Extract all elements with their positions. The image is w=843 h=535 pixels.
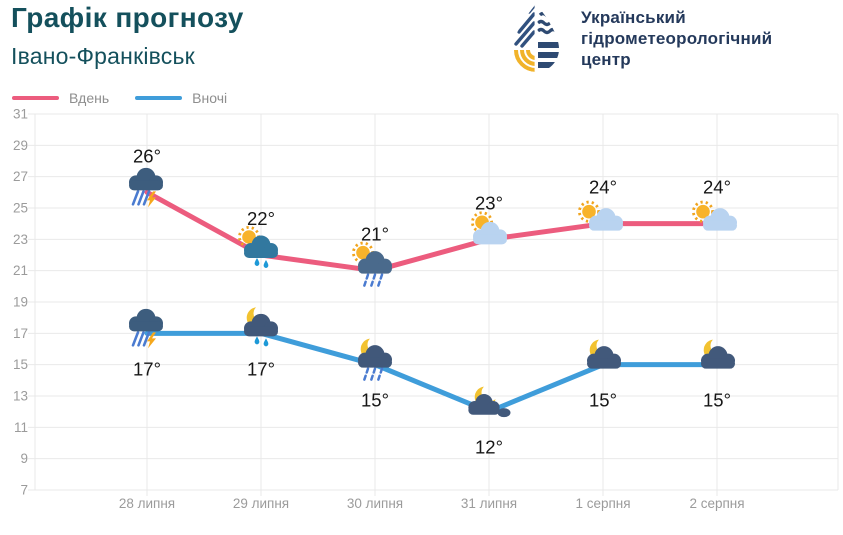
- org-name-line: гідрометеорологічний: [581, 29, 773, 48]
- x-tick-label: 1 серпня: [575, 496, 630, 511]
- temp-label: 21°: [361, 224, 389, 245]
- legend-night-label: Вночі: [192, 90, 228, 106]
- x-tick-label: 2 серпня: [689, 496, 744, 511]
- org-name-line: центр: [581, 50, 631, 69]
- temp-label: 17°: [133, 358, 161, 379]
- y-tick-label: 17: [13, 326, 28, 341]
- temp-label: 15°: [703, 390, 731, 411]
- chart-series: [129, 168, 737, 417]
- y-tick-label: 27: [13, 169, 28, 184]
- chart-header: Графік прогнозу Івано-Франківськ: [11, 2, 244, 70]
- x-tick-label: 30 липня: [347, 496, 403, 511]
- chart-grid: 31 29 27 25 23 21 19 17 15 13 11 9 7 28 липня 29 липня…: [13, 107, 839, 511]
- y-tick-label: 19: [13, 295, 28, 310]
- page-title: Графік прогнозу: [11, 2, 244, 33]
- temp-label: 15°: [589, 390, 617, 411]
- y-tick-label: 21: [13, 263, 28, 278]
- y-tick-label: 7: [20, 483, 28, 498]
- y-tick-label: 15: [13, 357, 28, 372]
- temp-label: 22°: [247, 208, 275, 229]
- weather-icon-sun-cloud-rain: [239, 227, 278, 268]
- y-tick-label: 31: [13, 107, 28, 122]
- weather-icon-cloud-rain-lightning: [129, 168, 163, 208]
- uhmc-logo: Український гідрометеорологічний центр: [505, 2, 772, 80]
- temp-label: 12°: [475, 437, 503, 458]
- series-line-night: [144, 330, 720, 415]
- legend-night-swatch: [135, 95, 183, 101]
- page-subtitle: Івано-Франківськ: [11, 43, 195, 69]
- weather-icon-sun-cloud-showers: [353, 243, 392, 287]
- weather-icon-sun-cloud-light: [693, 202, 737, 231]
- temp-label: 17°: [247, 358, 275, 379]
- temp-label: 26°: [133, 145, 161, 166]
- x-tick-label: 29 липня: [233, 496, 289, 511]
- temp-label: 24°: [589, 177, 617, 198]
- legend-day-label: Вдень: [69, 90, 110, 106]
- x-tick-label: 31 липня: [461, 496, 517, 511]
- temp-label: 23°: [475, 192, 503, 213]
- y-tick-label: 29: [13, 138, 28, 153]
- y-tick-label: 13: [13, 389, 28, 404]
- weather-icon-cloud-rain-lightning: [129, 309, 163, 349]
- weather-icon-moon-cloud: [701, 340, 735, 369]
- temp-label: 15°: [361, 390, 389, 411]
- y-tick-label: 23: [13, 232, 28, 247]
- y-tick-label: 9: [20, 451, 28, 466]
- water-drop-icon: [514, 4, 559, 72]
- series-line-day: [144, 189, 720, 274]
- y-tick-label: 11: [14, 420, 28, 435]
- org-name-line: Український: [581, 8, 686, 27]
- y-tick-label: 25: [13, 201, 28, 216]
- weather-icon-sun-cloud: [472, 213, 507, 245]
- temp-label: 24°: [703, 177, 731, 198]
- chart-legend: Вдень Вночі: [12, 90, 253, 106]
- weather-icon-moon-cloud: [587, 340, 621, 369]
- chart-labels: 26° 22° 21° 23° 24° 24° 17° 17° 15° 12° 15° 15°: [133, 145, 731, 457]
- forecast-chart: 31 29 27 25 23 21 19 17 15 13 11 9 7 28 липня 29 липня…: [13, 107, 839, 511]
- org-name: Український гідрометеорологічний центр: [581, 2, 772, 70]
- x-tick-label: 28 липня: [119, 496, 175, 511]
- legend-day-swatch: [12, 95, 59, 101]
